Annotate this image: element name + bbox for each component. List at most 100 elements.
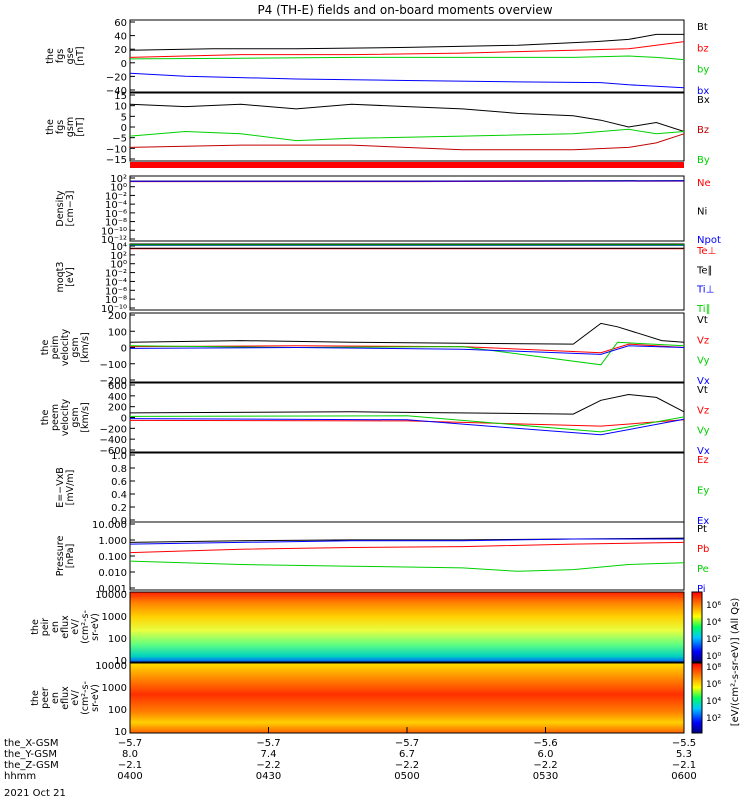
pressure-ytick-label: 10.000 [92, 520, 127, 531]
fgs-gsm-ylabel: the [45, 119, 56, 135]
temperature-ytick-label: 10² [110, 251, 127, 262]
peir-eflux-ytick-label: 10 [114, 656, 127, 667]
pressure-ytick-label: 0.100 [98, 552, 127, 563]
fgs-gsm-legend-2: By [697, 155, 710, 166]
peir-eflux-ylabel: peir [40, 618, 51, 637]
temperature-ytick-label: 10⁴ [110, 242, 127, 253]
pressure-ytick-label: 0.010 [98, 568, 127, 579]
peir-eflux-ylabel: eflux [60, 615, 71, 639]
fgs-gse-ytick-label: 40 [114, 32, 127, 43]
fgs-gse-series-1-line [129, 41, 685, 58]
peem-velocity-legend-0: Vt [697, 385, 708, 396]
temperature-legend-0: Te⊥ [696, 246, 716, 257]
peer-eflux-ylabel: the [30, 690, 41, 706]
x-tick-x_gsm: −5.7 [118, 738, 142, 749]
density-ytick-label: 10⁻¹² [101, 235, 127, 246]
peem-velocity-series-3-line [129, 418, 685, 436]
peir-eflux-ylabel: sr-eV) [90, 613, 101, 641]
peir-eflux-ytick-label: 100 [108, 634, 127, 645]
fgs-gse-series-2-line [129, 55, 685, 61]
peem-velocity-ytick-label: 600 [108, 381, 127, 392]
e-field-legend-0: Ez [697, 455, 709, 466]
x-tick-time: 0430 [256, 771, 281, 782]
x-tick-time: 0600 [671, 771, 696, 782]
temperature-ylabel: [eV] [65, 267, 76, 287]
fgs-gsm-frame [129, 92, 685, 162]
colorbar-electrons [691, 662, 703, 734]
peir-eflux-ylabel: eV/ [70, 618, 81, 634]
temperature-ytick-label: 10⁻⁶ [105, 286, 127, 297]
fgs-gsm-ytick-label: −15 [106, 155, 127, 166]
e-field-ytick-label: 0.6 [111, 477, 127, 488]
footer-date: 2021 Oct 21 [4, 788, 66, 799]
fgs-gsm-ylabel: gsm [65, 117, 76, 137]
fgs-gse-ylabel: gse [65, 47, 76, 64]
fgs-gsm-ylabel: [nT] [75, 117, 86, 136]
peem-velocity-legend-1: Vz [697, 405, 709, 416]
density-legend-0: Ne [697, 178, 711, 189]
axis-row-label: the_X-GSM [4, 738, 58, 749]
pressure-legend-1: Pb [697, 544, 709, 555]
peem-velocity-ylabel: gsm [70, 407, 81, 427]
pressure-legend-2: Pe [697, 564, 709, 575]
peim-velocity-ylabel: [km/s] [80, 332, 91, 362]
fgs-gsm-legend-1: Bz [697, 125, 709, 136]
figure-title: P4 (TH-E) fields and on-board moments ov… [257, 3, 552, 17]
x-tick-time: 0500 [394, 771, 419, 782]
colorbar-upper-tick: 10⁰ [706, 652, 721, 662]
peer-eflux-ytick-label: 1000 [102, 683, 127, 694]
peem-velocity-legend-3: Vx [697, 446, 710, 457]
density-ytick-label: 10⁻⁴ [105, 200, 127, 211]
peer-eflux-ylabel: (cm²-s- [80, 681, 91, 715]
peim-velocity-ylabel: velocity [60, 329, 71, 367]
colorbar-lower-tick: 10² [706, 714, 721, 724]
pressure-frame [129, 521, 685, 591]
temperature-legend-1: Te∥ [696, 265, 713, 276]
peim-velocity-ytick-label: 200 [108, 311, 127, 322]
pressure-ylabel: [nPa] [65, 544, 76, 569]
fgs-gsm-ytick-label: −5 [112, 134, 127, 145]
peer-eflux-ytick-label: 10 [114, 727, 127, 738]
peir-eflux-ytick-label: 1000 [102, 612, 127, 623]
peem-velocity-frame [129, 382, 685, 453]
spacecraft-status-bar [130, 162, 684, 168]
peer-eflux-ytick-label: 100 [108, 705, 127, 716]
x-tick-y_gsm: 6.7 [399, 749, 415, 760]
peim-velocity-legend-2: Vy [697, 356, 710, 367]
peer-eflux-ylabel: en [50, 692, 61, 704]
x-tick-z_gsm: −2.2 [395, 760, 419, 771]
fgs-gse-series-3-line [129, 72, 685, 89]
fgs-gse-legend-1: bz [697, 43, 709, 54]
fgs-gsm-legend-0: Bx [697, 95, 710, 106]
e-field-ylabel: [mV/m] [65, 470, 76, 506]
x-tick-x_gsm: −5.5 [672, 738, 696, 749]
peem-velocity-ylabel: [km/s] [80, 402, 91, 432]
axis-row-label: the_Z-GSM [4, 760, 59, 771]
fgs-gse-series-0-line [129, 33, 684, 51]
fgs-gsm-ytick-label: 15 [114, 91, 127, 102]
fgs-gsm-series-0-line [129, 103, 685, 132]
peim-velocity-series-3-line [129, 345, 685, 355]
peem-velocity-ytick-label: −200 [100, 424, 127, 435]
colorbar-lower-tick: 10⁶ [706, 680, 721, 690]
peer-eflux-ylabel: sr-eV) [90, 684, 101, 712]
temperature-ytick-label: 10⁻² [105, 269, 127, 280]
orbit-time-axis: the_X-GSMthe_Y-GSMthe_Z-GSMhhmm−5.78.0−2… [4, 727, 697, 782]
x-tick-time: 0400 [117, 771, 142, 782]
fgs-gse-frame [129, 19, 685, 93]
x-tick-z_gsm: −2.2 [256, 760, 280, 771]
peem-velocity-ylabel: velocity [60, 399, 71, 437]
pressure-series-3-line [129, 538, 684, 545]
density-ytick-label: 10⁻⁸ [105, 218, 127, 229]
e-field-legend-2: Ex [697, 516, 709, 527]
pressure-series-2-line [129, 560, 685, 572]
peim-velocity-legend-3: Vx [697, 376, 710, 387]
colorbar-ions [691, 591, 703, 663]
e-field-ytick-label: 0.2 [111, 503, 127, 514]
e-field-ytick-label: 0.8 [111, 464, 127, 475]
peer-eflux-ylabel: peer [40, 687, 51, 709]
peim-velocity-series-2-line [129, 341, 685, 366]
density-ylabel: [cm−3] [65, 191, 76, 227]
fgs-gsm-ytick-label: 0 [121, 123, 127, 134]
